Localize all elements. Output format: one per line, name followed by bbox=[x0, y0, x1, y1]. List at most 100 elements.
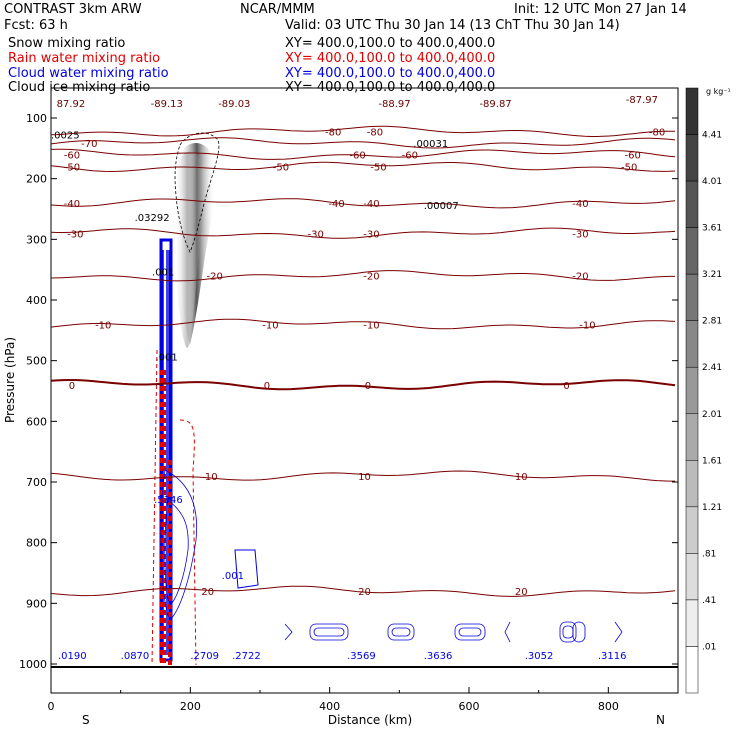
contour-label: -30 bbox=[67, 229, 83, 240]
contour-label: -80 bbox=[367, 127, 383, 138]
y-tick-label: 500 bbox=[26, 355, 47, 368]
extremum-label: .00031 bbox=[413, 139, 448, 150]
contour-label: 10 bbox=[358, 472, 371, 483]
rain-dash-right bbox=[179, 419, 197, 666]
colorbar-label: 2.41 bbox=[702, 363, 722, 373]
extremum-label: .00007 bbox=[424, 201, 459, 212]
temperature-contour bbox=[50, 137, 676, 149]
contour-label: 20 bbox=[515, 587, 528, 598]
y-tick-label: 100 bbox=[26, 112, 47, 125]
contour-label: 0 bbox=[264, 381, 270, 392]
colorbar-unit: g kg⁻¹ bbox=[706, 87, 731, 96]
extremum-label: .2709 bbox=[190, 651, 219, 662]
y-tick-label: 600 bbox=[26, 415, 47, 428]
contour-label: 10 bbox=[205, 472, 218, 483]
y-tick-label: 700 bbox=[26, 476, 47, 489]
contour-label: -80 bbox=[649, 127, 665, 138]
colorbar-swatch bbox=[685, 87, 699, 135]
y-tick-label: 900 bbox=[26, 597, 47, 610]
contour-label: -80 bbox=[325, 127, 341, 138]
contour-label: -40 bbox=[64, 199, 80, 210]
colorbar-swatch bbox=[685, 134, 699, 182]
colorbar-swatch bbox=[685, 599, 699, 647]
legend-cloud-water-xy: XY= 400.0,100.0 to 400.0,400.0 bbox=[285, 66, 496, 81]
x-tick-label: 400 bbox=[319, 700, 340, 713]
extremum-label: .0870 bbox=[121, 651, 150, 662]
x-tick-label: 200 bbox=[180, 700, 201, 713]
temperature-contour bbox=[50, 227, 676, 239]
snow-shading-outer bbox=[173, 151, 202, 348]
contour-label: -40 bbox=[363, 199, 379, 210]
colorbar-label: 2.81 bbox=[702, 317, 722, 327]
colorbar-label: 2.01 bbox=[702, 410, 722, 420]
cloud-water-blob-1 bbox=[234, 549, 259, 589]
contour-label: -40 bbox=[572, 199, 588, 210]
temperature-contour bbox=[50, 125, 676, 137]
extremum-label: .3636 bbox=[424, 651, 453, 662]
temperature-contour bbox=[50, 270, 675, 282]
colorbar-label: 4.41 bbox=[702, 131, 722, 141]
model-title: CONTRAST 3km ARW bbox=[4, 2, 142, 17]
colorbar-swatch bbox=[685, 646, 699, 694]
plot-frame bbox=[50, 87, 679, 694]
contour-label: -20 bbox=[207, 272, 223, 283]
extremum-label: -88.97 bbox=[378, 99, 410, 110]
extremum-label: -89.13 bbox=[151, 99, 183, 110]
colorbar-label: 3.61 bbox=[702, 224, 722, 234]
legend-snow: Snow mixing ratio bbox=[8, 36, 126, 51]
temperature-contour bbox=[50, 148, 676, 160]
rain-dash-left bbox=[151, 349, 158, 666]
temperature-contour bbox=[50, 318, 676, 330]
y-axis-label: Pressure (hPa) bbox=[3, 337, 17, 423]
contour-label: -60 bbox=[625, 150, 641, 161]
y-tick-label: 200 bbox=[26, 173, 47, 186]
x-tick-label: 600 bbox=[459, 700, 480, 713]
colorbar-label: 4.01 bbox=[702, 177, 722, 187]
y-tick-label: 800 bbox=[26, 537, 47, 550]
legend-snow-xy: XY= 400.0,100.0 to 400.0,400.0 bbox=[285, 36, 496, 51]
extremum-label: .03292 bbox=[135, 213, 170, 224]
y-tick-label: 1000 bbox=[19, 658, 47, 671]
extremum-label: 87.92 bbox=[57, 99, 86, 110]
endpoint-right: N bbox=[656, 713, 665, 727]
contour-label: -60 bbox=[349, 150, 365, 161]
temperature-contour bbox=[50, 585, 676, 597]
endpoint-left: S bbox=[82, 713, 90, 727]
contour-label: 0 bbox=[69, 381, 75, 392]
plot-area bbox=[151, 132, 623, 666]
colorbar-swatch bbox=[685, 366, 699, 415]
extremum-label: .001 bbox=[156, 353, 178, 364]
contour-label: -30 bbox=[363, 229, 379, 240]
contour-label: 20 bbox=[358, 587, 371, 598]
contour-label: -10 bbox=[579, 320, 595, 331]
contour-label: -70 bbox=[81, 139, 97, 150]
colorbar-label: .41 bbox=[702, 596, 716, 606]
contour-label: -10 bbox=[95, 320, 111, 331]
colorbar-label: 3.21 bbox=[702, 270, 722, 280]
valid-time: Valid: 03 UTC Thu 30 Jan 14 (13 ChT Thu … bbox=[285, 18, 620, 33]
contour-label: -50 bbox=[370, 163, 386, 174]
legend-rain-xy: XY= 400.0,100.0 to 400.0,400.0 bbox=[285, 51, 496, 66]
colorbar-label: 1.61 bbox=[702, 456, 722, 466]
temperature-contour bbox=[50, 379, 676, 391]
contour-label: 10 bbox=[515, 472, 528, 483]
extremum-label: .2722 bbox=[232, 651, 261, 662]
contour-label: -60 bbox=[64, 150, 80, 161]
colorbar-swatch bbox=[685, 320, 699, 368]
colorbar-swatch bbox=[685, 506, 699, 554]
y-tick-label: 300 bbox=[26, 233, 47, 246]
colorbar-swatch bbox=[685, 227, 699, 275]
extremum-label: .3569 bbox=[347, 651, 376, 662]
cloud-water-blob-2 bbox=[160, 469, 198, 621]
center-title: NCAR/MMM bbox=[240, 2, 315, 17]
extremum-label: -89.03 bbox=[218, 99, 250, 110]
contour-label: -50 bbox=[621, 163, 637, 174]
extremum-label: .001 bbox=[152, 268, 174, 279]
x-tick-label: 0 bbox=[48, 700, 55, 713]
legend-rain: Rain water mixing ratio bbox=[8, 51, 161, 66]
contour-label: -30 bbox=[572, 229, 588, 240]
colorbar-label: .81 bbox=[702, 549, 716, 559]
colorbar-label: .01 bbox=[702, 642, 716, 652]
contour-label: -20 bbox=[363, 272, 379, 283]
